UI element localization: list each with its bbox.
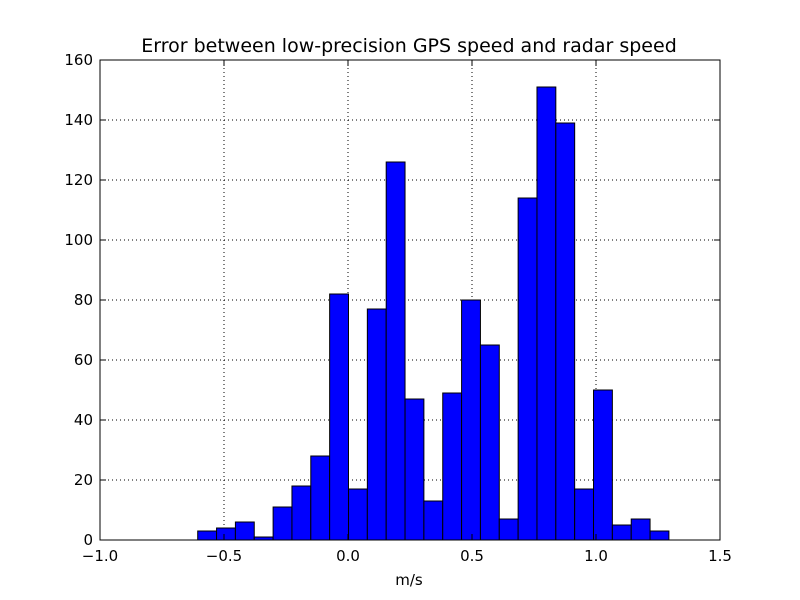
y-tick-label: 140	[64, 111, 93, 129]
axis-ticks	[99, 59, 721, 541]
histogram-bar	[404, 398, 425, 541]
y-tick-labels: 0 20 40 60 80 100 120 140 160	[64, 51, 93, 549]
histogram-bar	[536, 86, 557, 541]
y-tick-label: 60	[74, 351, 93, 369]
chart-title: Error between low-precision GPS speed an…	[141, 35, 677, 57]
histogram-bar	[310, 455, 331, 541]
histogram-bar	[517, 197, 538, 541]
histogram-bar	[574, 488, 595, 541]
histogram-bar	[272, 506, 293, 541]
histogram-bar	[442, 392, 463, 541]
histogram-bar	[423, 500, 444, 541]
histogram-bar	[366, 308, 387, 541]
histogram-bars	[197, 86, 670, 541]
histogram-bar	[479, 344, 500, 541]
x-tick-label: 0.5	[460, 547, 484, 565]
histogram-bar	[385, 161, 406, 541]
histogram-bar	[234, 521, 255, 541]
histogram-bar	[611, 524, 632, 541]
y-tick-label: 0	[83, 531, 93, 549]
histogram-bar	[555, 122, 576, 541]
x-tick-label: 1.0	[584, 547, 608, 565]
histogram-bar	[593, 389, 613, 541]
y-tick-label: 20	[74, 471, 93, 489]
histogram-bar	[630, 518, 651, 541]
y-tick-label: 120	[64, 171, 93, 189]
histogram-bar	[197, 530, 218, 541]
x-axis-label: m/s	[395, 571, 423, 589]
y-tick-label: 40	[74, 411, 93, 429]
histogram-bar	[498, 518, 519, 541]
x-tick-label: 1.5	[708, 547, 732, 565]
histogram-bar	[649, 530, 670, 541]
x-tick-labels: −1.0 −0.5 0.0 0.5 1.0 1.5	[82, 547, 732, 565]
y-tick-label: 160	[64, 51, 93, 69]
histogram-bar	[216, 527, 236, 541]
grid-lines	[100, 60, 720, 540]
histogram-bar	[347, 488, 368, 541]
x-tick-label: −1.0	[82, 547, 118, 565]
x-tick-label: 0.0	[336, 547, 360, 565]
x-tick-label: −0.5	[206, 547, 242, 565]
histogram-bar	[291, 485, 312, 541]
y-tick-label: 100	[64, 231, 93, 249]
y-tick-label: 80	[74, 291, 93, 309]
histogram-bar	[329, 293, 349, 541]
histogram-bar	[461, 299, 481, 541]
